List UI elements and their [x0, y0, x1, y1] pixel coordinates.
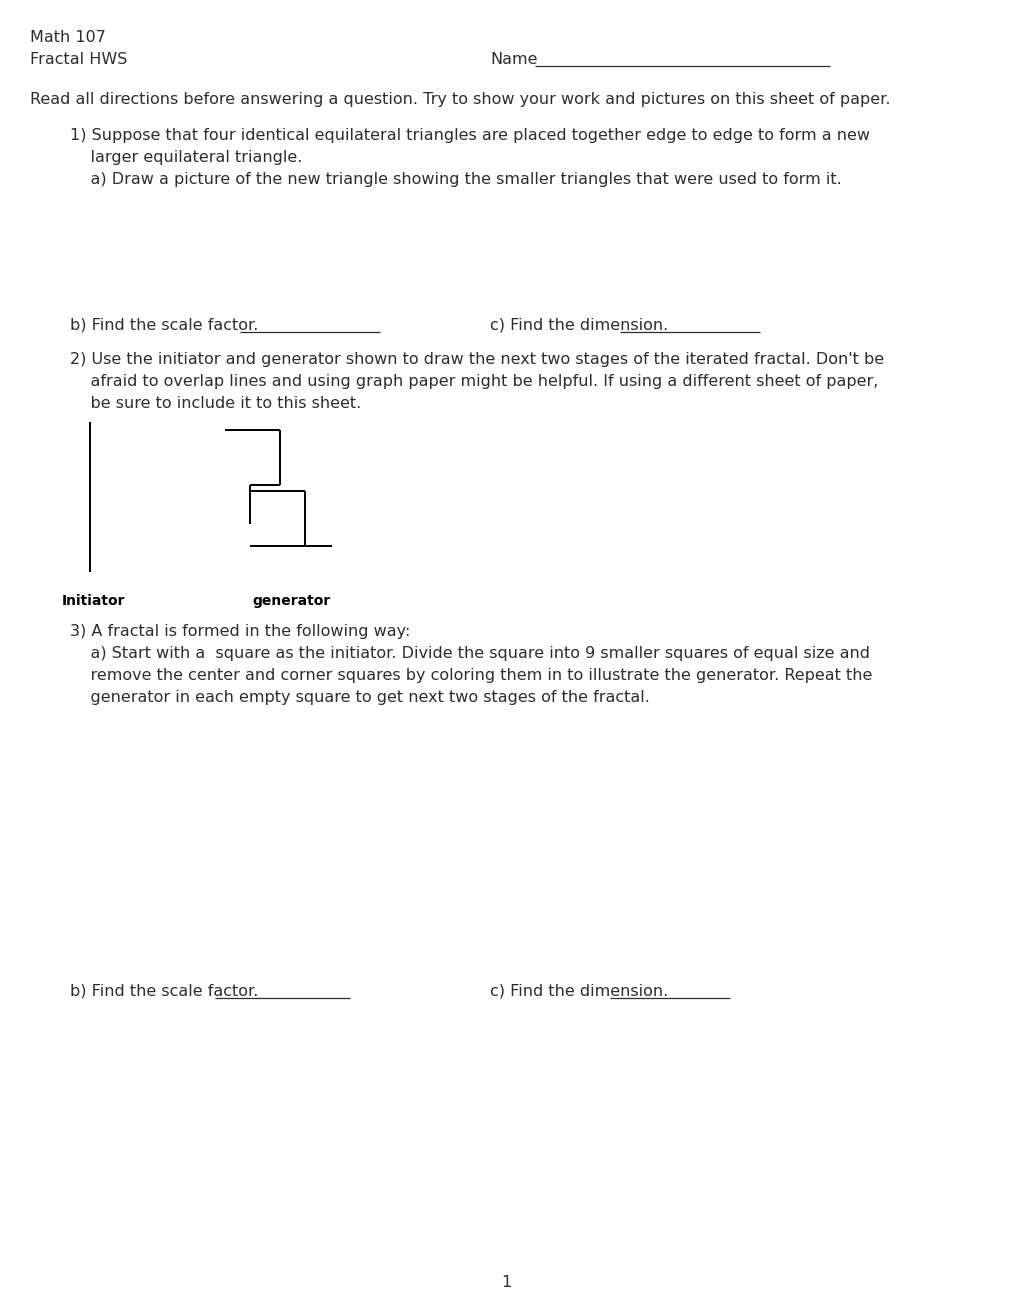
Text: Read all directions before answering a question. Try to show your work and pictu: Read all directions before answering a q…: [30, 93, 890, 107]
Text: Initiator: Initiator: [62, 594, 126, 609]
Text: remove the center and corner squares by coloring them in to illustrate the gener: remove the center and corner squares by …: [70, 668, 872, 683]
Text: a) Start with a  square as the initiator. Divide the square into 9 smaller squar: a) Start with a square as the initiator.…: [70, 646, 870, 661]
Text: afraid to overlap lines and using graph paper might be helpful. If using a diffe: afraid to overlap lines and using graph …: [70, 374, 878, 390]
Text: generator: generator: [252, 594, 331, 609]
Text: 1: 1: [500, 1276, 512, 1290]
Text: be sure to include it to this sheet.: be sure to include it to this sheet.: [70, 396, 362, 410]
Text: c) Find the dimension.: c) Find the dimension.: [490, 984, 669, 999]
Text: 2) Use the initiator and generator shown to draw the next two stages of the iter: 2) Use the initiator and generator shown…: [70, 352, 884, 367]
Text: b) Find the scale factor.: b) Find the scale factor.: [70, 984, 258, 999]
Text: c) Find the dimension.: c) Find the dimension.: [490, 318, 669, 334]
Text: Name: Name: [490, 52, 538, 66]
Text: a) Draw a picture of the new triangle showing the smaller triangles that were us: a) Draw a picture of the new triangle sh…: [70, 172, 842, 188]
Text: 3) A fractal is formed in the following way:: 3) A fractal is formed in the following …: [70, 624, 410, 638]
Text: generator in each empty square to get next two stages of the fractal.: generator in each empty square to get ne…: [70, 691, 650, 705]
Text: b) Find the scale factor.: b) Find the scale factor.: [70, 318, 258, 334]
Text: larger equilateral triangle.: larger equilateral triangle.: [70, 150, 302, 165]
Text: Fractal HWS: Fractal HWS: [30, 52, 128, 66]
Text: Math 107: Math 107: [30, 30, 106, 46]
Text: 1) Suppose that four identical equilateral triangles are placed together edge to: 1) Suppose that four identical equilater…: [70, 128, 870, 143]
